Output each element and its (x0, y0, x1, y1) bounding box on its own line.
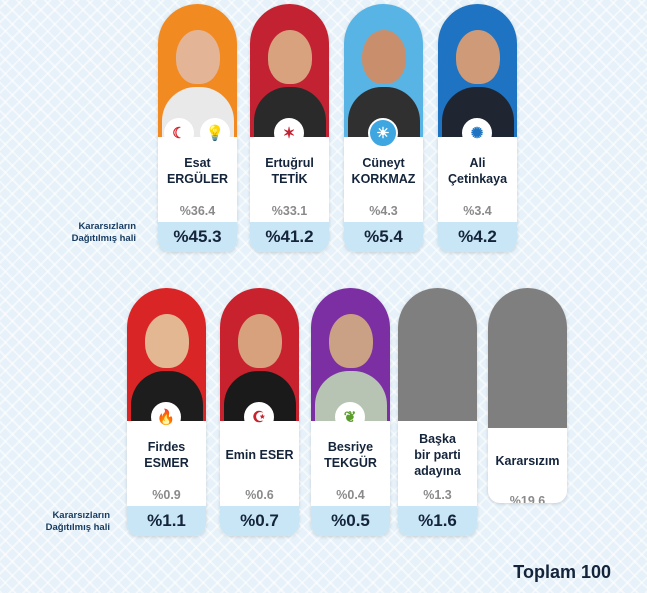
candidate-first-name: Kararsızım (495, 454, 560, 468)
candidate-card: ☪ Emin ESER %0.6 %0.7 (220, 288, 299, 536)
candidate-first-name: Firdes (147, 440, 186, 454)
distributed-percent: %5.4 (344, 222, 423, 252)
candidate-card: Kararsızım %19,6 (488, 288, 567, 503)
raw-percent: %19,6 (509, 494, 546, 503)
candidate-card: ☾ 💡 Esat ERGÜLER %36.4 %45.3 (158, 4, 237, 252)
candidate-name: Emin ESER (220, 424, 299, 486)
candidate-name: Ali Çetinkaya (438, 140, 517, 202)
candidate-last-name: ESMER (144, 456, 189, 470)
candidate-photo (220, 288, 299, 421)
candidate-last-name: bir parti adayına (414, 448, 461, 478)
candidate-last-name: ERGÜLER (166, 172, 229, 186)
row-label-line2: Dağıtılmış hali (45, 522, 110, 533)
row-label-line1: Kararsızların (78, 221, 136, 232)
distributed-percent: %41.2 (250, 222, 329, 252)
candidate-last-name: Çetinkaya (447, 172, 508, 186)
candidate-name: Başka bir parti adayına (398, 424, 477, 486)
candidate-last-name: TETİK (271, 172, 308, 186)
row-label-top: Kararsızların Dağıtılmış hali (44, 221, 136, 245)
candidate-first-name: Besriye (327, 440, 374, 454)
distributed-percent: %1.1 (127, 506, 206, 536)
raw-percent: %1.3 (423, 488, 452, 502)
candidate-card: ☀ Cüneyt KORKMAZ %4.3 %5.4 (344, 4, 423, 252)
candidate-first-name: Ertuğrul (265, 156, 314, 170)
candidate-name: Esat ERGÜLER (158, 140, 237, 202)
yrp-logo-icon: ☪ (244, 402, 274, 432)
raw-percent: %4.3 (369, 204, 398, 218)
candidate-card: Başka bir parti adayına %1.3 %1.6 (398, 288, 477, 536)
candidate-photo (344, 4, 423, 137)
candidate-first-name: Esat (184, 156, 211, 170)
dp-logo-icon: ✺ (462, 118, 492, 148)
row-label-line2: Dağıtılmış hali (71, 233, 136, 244)
total-label: Toplam 100 (513, 562, 611, 582)
face-shape (175, 30, 220, 84)
candidate-name: Besriye TEKGÜR (311, 424, 390, 486)
candidate-first-name: Emin ESER (225, 448, 294, 462)
face-shape (361, 30, 406, 84)
row-label-line1: Kararsızların (52, 510, 110, 521)
candidate-name: Firdes ESMER (127, 424, 206, 486)
zafer-logo-icon: 🔥 (151, 402, 181, 432)
mhp-logo-icon: ☾ (164, 118, 194, 148)
candidate-photo (250, 4, 329, 137)
candidate-name: Kararsızım (488, 430, 567, 492)
raw-percent: %0.4 (336, 488, 365, 502)
candidate-first-name: Başka (419, 432, 456, 446)
candidate-name: Cüneyt KORKMAZ (344, 140, 423, 202)
raw-percent: %3.4 (463, 204, 492, 218)
candidate-photo (438, 4, 517, 137)
candidate-first-name: Cüneyt (362, 156, 405, 170)
face-shape (267, 30, 312, 84)
candidate-card: ✶ Ertuğrul TETİK %33.1 %41.2 (250, 4, 329, 252)
chp-logo-icon: ✶ (274, 118, 304, 148)
distributed-percent: %45.3 (158, 222, 237, 252)
iyi-logo-icon: ☀ (368, 118, 398, 148)
candidate-card: 🔥 Firdes ESMER %0.9 %1.1 (127, 288, 206, 536)
candidate-card: ✺ Ali Çetinkaya %3.4 %4.2 (438, 4, 517, 252)
candidate-name: Ertuğrul TETİK (250, 140, 329, 202)
dem-logo-icon: ❦ (335, 402, 365, 432)
candidate-photo (158, 4, 237, 137)
candidate-first-name: Ali (469, 156, 486, 170)
raw-percent: %36.4 (179, 204, 216, 218)
candidate-photo (488, 288, 567, 428)
akp-logo-icon: 💡 (200, 118, 230, 148)
row-label-bottom: Kararsızların Dağıtılmış hali (18, 510, 110, 534)
face-shape (237, 314, 282, 368)
distributed-percent: %4.2 (438, 222, 517, 252)
candidate-last-name: KORKMAZ (351, 172, 416, 186)
face-shape (144, 314, 189, 368)
candidate-card: ❦ Besriye TEKGÜR %0.4 %0.5 (311, 288, 390, 536)
face-shape (455, 30, 500, 84)
raw-percent: %0.9 (152, 488, 181, 502)
face-shape (328, 314, 373, 368)
raw-percent: %33.1 (271, 204, 308, 218)
candidate-photo (398, 288, 477, 421)
candidate-last-name: TEKGÜR (324, 456, 377, 470)
distributed-percent: %1.6 (398, 506, 477, 536)
distributed-percent: %0.7 (220, 506, 299, 536)
distributed-percent: %0.5 (311, 506, 390, 536)
raw-percent: %0.6 (245, 488, 274, 502)
